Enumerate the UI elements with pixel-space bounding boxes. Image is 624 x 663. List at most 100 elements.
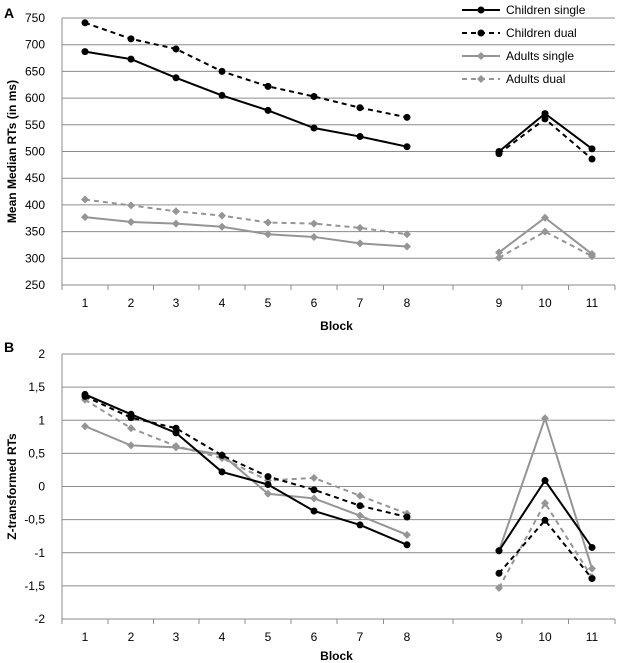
series-children-single	[81, 390, 596, 555]
x-tick-label: 4	[219, 296, 226, 310]
data-point	[264, 481, 272, 489]
data-point	[541, 414, 549, 423]
data-point	[403, 143, 411, 151]
data-point	[588, 543, 596, 551]
x-tick-label: 7	[357, 630, 364, 644]
series-line	[84, 425, 408, 536]
x-tick-label: 6	[311, 630, 318, 644]
x-tick-label: 1	[82, 630, 89, 644]
series-line	[498, 518, 593, 580]
series-children-dual	[81, 19, 596, 163]
y-tick-label: 500	[25, 145, 45, 159]
data-point	[310, 232, 318, 241]
y-tick-label: 650	[25, 64, 45, 78]
series-children-single	[81, 48, 596, 155]
x-tick-label: 11	[586, 296, 599, 310]
y-tick-label: 1,5	[28, 380, 45, 394]
panel-label: B	[4, 339, 14, 355]
y-tick-label: 550	[25, 118, 45, 132]
y-tick-label: 0,5	[28, 446, 45, 460]
legend-marker	[477, 75, 485, 83]
series-line	[498, 478, 593, 552]
data-point	[541, 110, 549, 118]
data-point	[588, 145, 596, 153]
data-point	[588, 564, 596, 573]
data-point	[172, 219, 180, 228]
data-point	[403, 530, 411, 539]
x-tick-label: 5	[265, 296, 272, 310]
data-point	[588, 155, 596, 163]
series-children-dual	[81, 392, 596, 583]
legend-label: Adults dual	[506, 72, 565, 86]
series-adults-dual	[81, 195, 596, 262]
series-line	[84, 216, 408, 248]
data-point	[495, 569, 503, 577]
series-line	[498, 415, 593, 569]
x-tick-label: 3	[173, 296, 180, 310]
series-line	[84, 50, 408, 148]
data-point	[403, 513, 411, 521]
data-point	[264, 230, 272, 239]
data-point	[172, 424, 180, 432]
x-tick-label: 2	[128, 630, 135, 644]
data-point	[218, 211, 226, 220]
data-point	[127, 35, 135, 43]
x-tick-label: 6	[311, 296, 318, 310]
y-tick-label: 700	[25, 38, 45, 52]
data-point	[403, 541, 411, 549]
data-point	[310, 473, 318, 482]
x-tick-label: 4	[219, 630, 226, 644]
data-point	[310, 486, 318, 494]
data-point	[81, 19, 89, 27]
data-point	[172, 207, 180, 216]
data-point	[264, 473, 272, 481]
x-tick-label: 10	[538, 630, 552, 644]
x-tick-label: 8	[404, 296, 411, 310]
data-point	[495, 150, 503, 158]
data-point	[495, 248, 503, 257]
data-point	[310, 92, 318, 100]
data-point	[127, 217, 135, 226]
data-point	[495, 253, 503, 262]
series-line	[498, 501, 593, 589]
data-point	[588, 575, 596, 583]
y-tick-label: 450	[25, 171, 45, 185]
y-tick-label: 750	[25, 11, 45, 25]
data-point	[218, 468, 226, 476]
data-point	[127, 424, 135, 433]
data-point	[541, 516, 549, 524]
y-tick-label: 400	[25, 198, 45, 212]
data-point	[81, 195, 89, 204]
legend-marker	[477, 52, 485, 60]
x-tick-label: 10	[538, 296, 552, 310]
data-point	[495, 583, 503, 592]
data-point	[356, 511, 364, 520]
legend-label: Children dual	[506, 26, 577, 40]
data-point	[172, 442, 180, 451]
y-tick-label: -2	[34, 612, 45, 626]
x-tick-label: 1	[82, 296, 89, 310]
panel-label: A	[4, 5, 14, 21]
data-point	[218, 67, 226, 75]
series-line	[498, 230, 593, 259]
x-axis-title: Block	[320, 649, 353, 663]
y-tick-label: -1	[34, 546, 45, 560]
data-point	[356, 223, 364, 232]
series-line	[84, 393, 408, 546]
data-point	[541, 115, 549, 123]
x-tick-label: 5	[265, 630, 272, 644]
y-tick-label: -0,5	[24, 513, 45, 527]
legend-marker	[477, 29, 485, 37]
data-point	[81, 48, 89, 56]
x-tick-label: 9	[496, 630, 503, 644]
y-axis-title: Z-transformed RTs	[5, 433, 19, 540]
data-point	[81, 392, 89, 400]
data-point	[310, 494, 318, 503]
series-adults-single	[81, 213, 596, 259]
y-tick-label: -1,5	[24, 579, 45, 593]
y-tick-label: 2	[38, 347, 45, 361]
data-point	[541, 213, 549, 222]
data-point	[356, 239, 364, 248]
data-point	[356, 104, 364, 112]
